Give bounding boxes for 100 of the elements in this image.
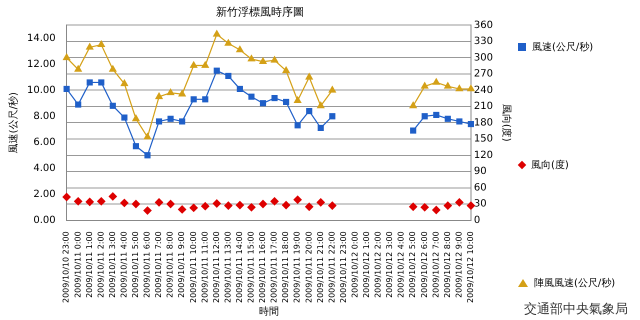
y-axis-title: 風速(公尺/秒): [8, 92, 20, 154]
x-tick-label: 2009/10/11 17:00: [270, 231, 279, 304]
y-tick-label: 14.00: [26, 32, 56, 44]
point: [282, 201, 290, 210]
point: [178, 90, 186, 96]
point: [282, 66, 290, 74]
y2-tick-label: 300: [474, 52, 494, 64]
x-tick-label: 2009/10/11 4:00: [119, 231, 128, 298]
point: [444, 202, 452, 210]
point: [74, 65, 82, 72]
x-tick-label: 2009/10/12 8:00: [442, 231, 452, 298]
point: [213, 30, 220, 37]
point: [433, 112, 440, 118]
y2-tick-label: 240: [474, 84, 494, 96]
x-tick-label: 2009/10/11 16:00: [258, 231, 268, 304]
text: 交通部中央氣象局: [524, 301, 628, 318]
point: [409, 202, 418, 211]
point: [166, 200, 175, 208]
point: [98, 79, 104, 86]
x-tick-label: 2009/10/11 15:00: [246, 231, 256, 304]
y-tick-label: 12.00: [26, 58, 56, 70]
y2-tick-label: 30: [474, 198, 487, 210]
y2-tick-label: 90: [474, 166, 487, 178]
x-tick-label: 2009/10/12 9:00: [454, 231, 464, 298]
point: [202, 61, 209, 68]
point: [132, 114, 140, 122]
point: [260, 100, 266, 106]
point: [64, 86, 70, 92]
chart-title: 新竹浮標風時序圖: [216, 5, 304, 18]
point: [120, 198, 128, 208]
point: [144, 152, 151, 158]
y2-tick-label: 0: [474, 214, 480, 226]
point: [109, 65, 116, 72]
x-tick-label: 2009/10/12 5:00: [408, 231, 418, 298]
point: [456, 84, 463, 92]
point: [306, 73, 313, 80]
point: [283, 98, 290, 106]
point: [74, 197, 82, 206]
legend-label: 陣風風速(公尺/秒): [534, 276, 616, 290]
point: [259, 58, 267, 64]
x-tick-label: 2009/10/11 2:00: [96, 231, 106, 298]
point: [132, 200, 140, 208]
point: [270, 56, 278, 63]
point: [294, 196, 302, 204]
point: [144, 132, 152, 140]
x-tick-label: 2009/10/11 22:00: [327, 231, 336, 304]
point: [317, 102, 324, 108]
x-tick-label: 2009/10/11 1:00: [84, 231, 94, 298]
point: [329, 113, 336, 120]
x-tick-label: 2009/10/11 20:00: [304, 231, 314, 304]
x-tick-label: 2009/10/12 4:00: [396, 231, 406, 298]
point: [248, 94, 255, 100]
point: [224, 202, 232, 210]
x-tick-label: 2009/10/11 3:00: [108, 231, 117, 298]
point: [294, 122, 301, 128]
point: [444, 116, 451, 122]
point: [420, 203, 429, 212]
point: [467, 84, 475, 92]
point: [62, 192, 71, 202]
x-tick-label: 2009/10/12 3:00: [385, 231, 394, 298]
point: [98, 40, 105, 48]
point: [108, 192, 117, 201]
point: [236, 86, 243, 92]
point: [224, 39, 232, 46]
point: [410, 102, 417, 108]
point: [270, 197, 279, 206]
x-tick-label: 2009/10/12 0:00: [350, 231, 360, 298]
y2-tick-label: 120: [474, 150, 494, 161]
x-tick-label: 2009/10/11 18:00: [281, 231, 290, 304]
y-tick-label: 0.00: [33, 214, 56, 226]
x-tick-label: 2009/10/10 23:00: [62, 231, 71, 304]
x-tick-label: 2009/10/11 7:00: [154, 231, 164, 298]
point: [86, 43, 94, 50]
y2-axis-title: 風向(度): [500, 104, 512, 142]
point: [316, 198, 325, 207]
y-tick-label: 2.00: [33, 188, 56, 200]
point: [121, 114, 128, 121]
y-tick-label: 6.00: [33, 136, 56, 148]
point: [178, 205, 186, 214]
point: [410, 127, 416, 134]
point: [468, 120, 474, 128]
x-tick-label: 2009/10/12 10:00: [466, 231, 475, 304]
point: [271, 94, 278, 102]
y2-tick-label: 180: [474, 117, 494, 128]
point: [120, 80, 128, 86]
point: [225, 72, 232, 79]
x-tick-label: 2009/10/11 9:00: [177, 231, 186, 298]
y2-tick-label: 60: [474, 182, 487, 194]
point: [466, 202, 476, 210]
x-tick-label: 2009/10/11 13:00: [223, 231, 232, 304]
point: [190, 61, 198, 68]
y2-tick-label: 360: [474, 20, 494, 31]
point: [86, 79, 93, 86]
point: [201, 202, 210, 210]
point: [214, 68, 220, 74]
point: [168, 116, 174, 122]
point: [422, 113, 428, 120]
x-tick-label: 2009/10/11 11:00: [200, 231, 210, 304]
point: [258, 200, 268, 208]
x-tick-label: 2009/10/11 19:00: [292, 231, 302, 304]
